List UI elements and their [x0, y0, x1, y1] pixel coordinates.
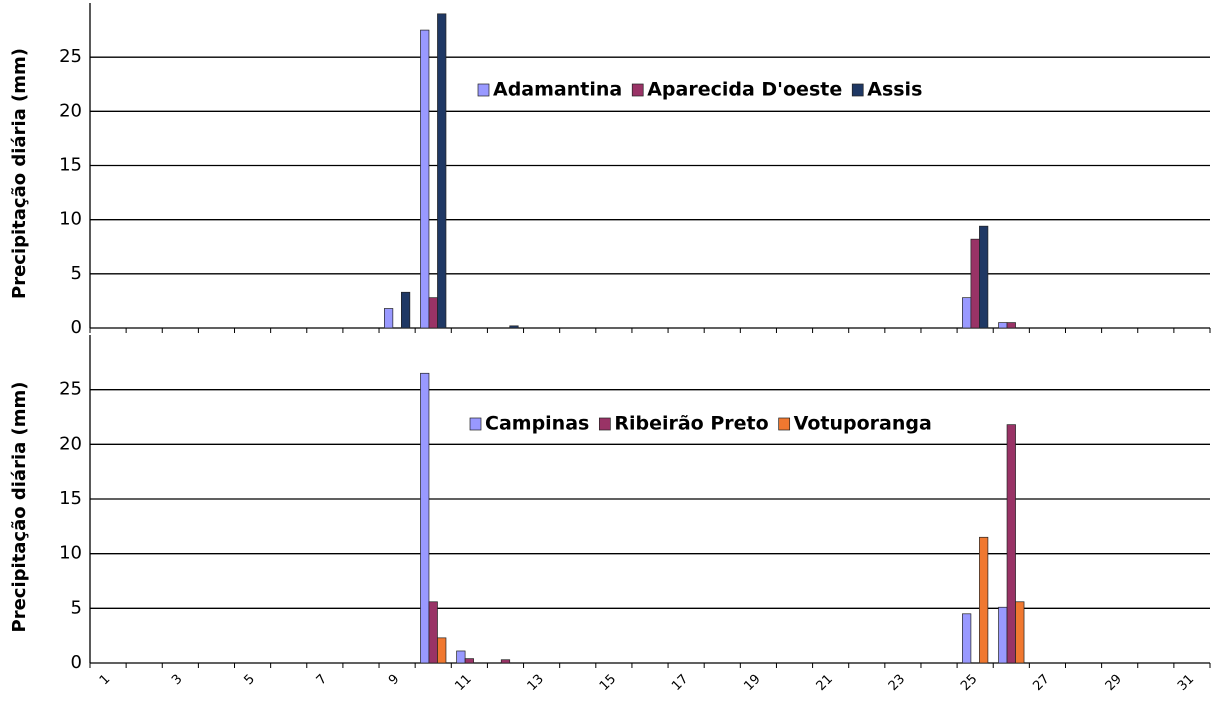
x-tick-label: 29: [1103, 672, 1125, 694]
y-tick-label: 20: [59, 433, 82, 454]
legend-label: Aparecida D'oeste: [647, 79, 842, 101]
bar: [509, 325, 519, 329]
y-tick-label: 5: [71, 263, 82, 284]
bar: [970, 238, 980, 329]
bar: [420, 29, 430, 329]
y-tick-label: 15: [59, 488, 82, 509]
bar: [1006, 424, 1016, 664]
legend-swatch: [477, 83, 490, 97]
legend-label: Adamantina: [493, 79, 622, 101]
y-tick-label: 10: [59, 543, 82, 564]
x-tick-label: 17: [669, 672, 691, 694]
legend-swatch: [778, 417, 791, 431]
x-tick-label: 11: [452, 672, 474, 694]
legend-label: Votuporanga: [794, 413, 932, 435]
bar: [979, 536, 989, 664]
bar: [500, 659, 511, 664]
y-tick-label: 20: [59, 100, 82, 121]
bar: [962, 297, 972, 329]
bar: [1006, 322, 1016, 329]
x-tick-label: 31: [1175, 672, 1197, 694]
bar: [437, 637, 447, 664]
bar: [383, 308, 394, 329]
legend-label: Assis: [867, 79, 922, 101]
x-tick-label: 25: [958, 672, 980, 694]
bar: [428, 601, 438, 664]
x-tick-label: 19: [741, 672, 763, 694]
bar: [998, 606, 1008, 664]
bar: [464, 658, 474, 664]
y-tick-label: 15: [59, 155, 82, 176]
bar: [420, 372, 430, 664]
legend-swatch: [631, 83, 644, 97]
y-tick-label: 25: [59, 379, 82, 400]
x-tick-label: 3: [169, 672, 185, 688]
bar: [456, 650, 466, 664]
bar: [979, 225, 989, 329]
x-tick-label: 23: [886, 672, 908, 694]
y-tick-label: 0: [71, 652, 82, 673]
bar: [400, 291, 411, 329]
x-tick-label: 5: [241, 672, 257, 688]
y-tick-label: 0: [71, 317, 82, 338]
x-tick-label: 27: [1030, 672, 1052, 694]
y-axis-title: Precipitação diária (mm): [9, 48, 30, 299]
bar: [1015, 601, 1025, 664]
legend-label: Campinas: [485, 413, 589, 435]
legend-swatch: [851, 83, 864, 97]
bar: [437, 13, 447, 329]
legend-swatch: [598, 417, 611, 431]
y-axis-title: Precipitação diária (mm): [9, 382, 30, 633]
x-tick-label: 1: [97, 672, 113, 688]
x-tick-label: 13: [525, 672, 547, 694]
x-tick-label: 9: [386, 672, 402, 688]
x-tick-label: 7: [314, 672, 330, 688]
x-tick-label: 21: [814, 672, 836, 694]
y-tick-label: 25: [59, 46, 82, 67]
x-tick-label: 15: [597, 672, 619, 694]
bar: [962, 613, 972, 664]
bar: [998, 322, 1008, 329]
bar: [428, 297, 438, 329]
legend-label: Ribeirão Preto: [614, 413, 768, 435]
legend-swatch: [469, 417, 482, 431]
y-tick-label: 10: [59, 209, 82, 230]
y-tick-label: 5: [71, 597, 82, 618]
